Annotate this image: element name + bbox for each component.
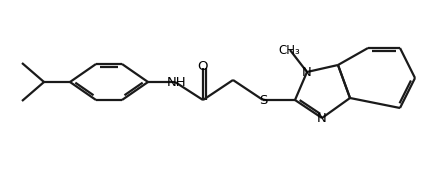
Text: N: N [317, 111, 327, 125]
Text: CH₃: CH₃ [278, 43, 300, 56]
Text: N: N [302, 66, 312, 79]
Text: S: S [259, 94, 267, 106]
Text: NH: NH [167, 75, 187, 89]
Text: O: O [198, 60, 208, 73]
